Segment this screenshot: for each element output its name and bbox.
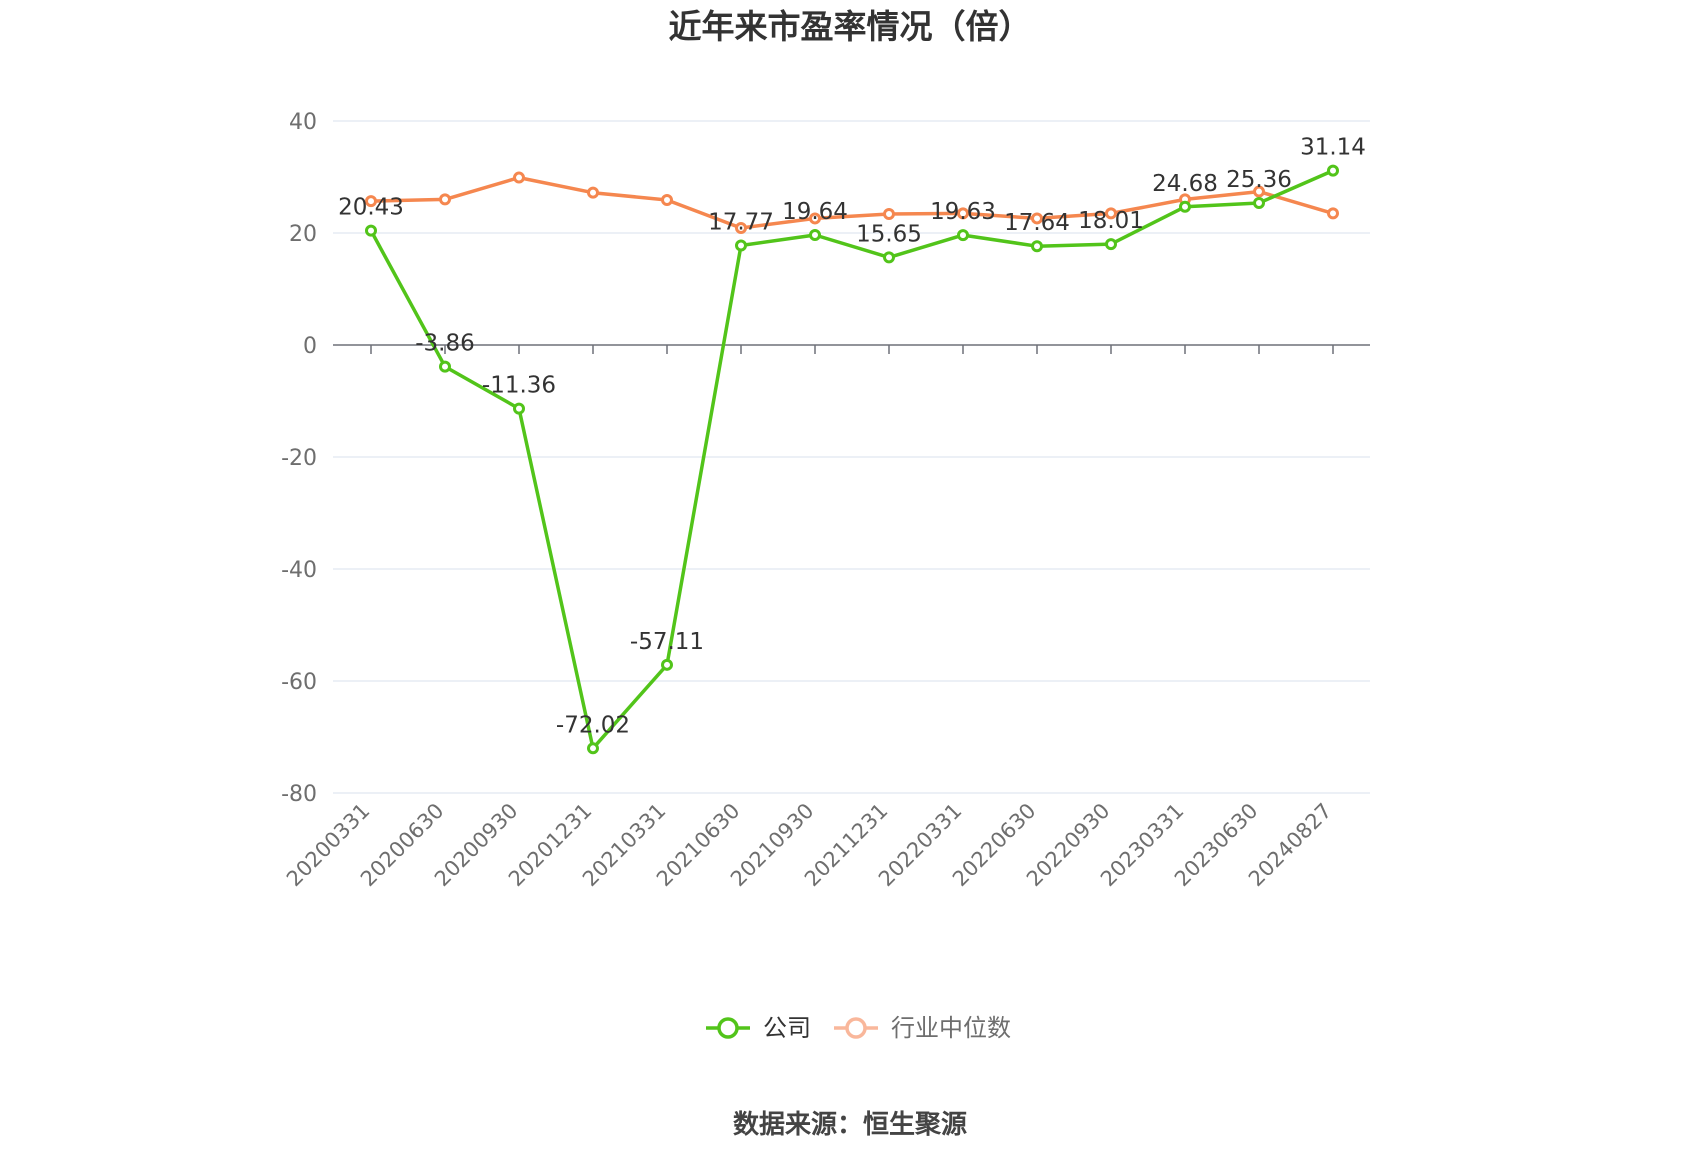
y-tick-label: 40	[289, 110, 317, 135]
legend-company-marker-icon	[717, 1017, 739, 1039]
company-data-point[interactable]	[957, 229, 969, 242]
company-data-label: -57.11	[630, 629, 704, 655]
y-tick-label: -80	[281, 782, 317, 807]
series-lines	[369, 168, 1335, 751]
company-data-point[interactable]	[1253, 196, 1265, 209]
legend[interactable]: 公司 行业中位数	[706, 1014, 1011, 1042]
industry-median-data-point[interactable]	[587, 186, 599, 199]
company-data-label: 18.01	[1078, 208, 1144, 234]
company-data-point[interactable]	[809, 229, 821, 242]
company-data-point[interactable]	[1179, 200, 1191, 213]
y-tick-label: -60	[281, 670, 317, 695]
legend-industry-label: 行业中位数	[891, 1014, 1011, 1042]
industry-median-data-point[interactable]	[513, 171, 525, 184]
x-axis: 2020033120200630202009302020123120210331…	[282, 344, 1370, 891]
y-tick-label: -40	[281, 558, 317, 583]
company-data-label: 19.63	[930, 199, 996, 225]
industry-median-data-point[interactable]	[1105, 207, 1117, 220]
company-data-label: 20.43	[338, 195, 404, 221]
legend-item-company[interactable]: 公司	[706, 1014, 811, 1042]
y-axis: 40 20 0 -20 -40 -60 -80	[281, 110, 317, 807]
series-points	[365, 164, 1339, 755]
industry-median-data-point[interactable]	[957, 207, 969, 220]
y-tick-label: 0	[303, 334, 317, 359]
chart-title: 近年来市盈率情况（倍）	[669, 7, 1032, 46]
company-series-line	[369, 168, 1335, 751]
company-data-point[interactable]	[1105, 238, 1117, 251]
company-data-point[interactable]	[661, 658, 673, 671]
company-data-point[interactable]	[1031, 240, 1043, 253]
industry-median-series-line	[369, 175, 1335, 230]
y-tick-label: -20	[281, 446, 317, 471]
company-data-label: 24.68	[1152, 171, 1218, 197]
company-data-label: 17.64	[1004, 210, 1070, 236]
data-labels: 20.43 -3.86 -11.36 -72.02 -57.11 17.77 19.64 15…	[338, 135, 1366, 739]
company-data-point[interactable]	[587, 742, 599, 755]
company-data-point[interactable]	[1327, 164, 1339, 177]
industry-median-data-point[interactable]	[1031, 212, 1043, 225]
industry-median-data-point[interactable]	[661, 193, 673, 206]
industry-median-data-point[interactable]	[1253, 185, 1265, 198]
company-data-label: -11.36	[482, 373, 556, 399]
industry-median-data-point[interactable]	[735, 221, 747, 234]
industry-median-data-point[interactable]	[883, 207, 895, 220]
grid-lines	[333, 120, 1370, 794]
company-data-point[interactable]	[513, 402, 525, 415]
industry-median-data-point[interactable]	[439, 193, 451, 206]
company-data-point[interactable]	[735, 239, 747, 252]
company-data-label: -3.86	[415, 331, 475, 357]
industry-median-data-point[interactable]	[365, 195, 377, 208]
data-source: 数据来源：恒生聚源	[733, 1110, 967, 1140]
company-data-point[interactable]	[439, 360, 451, 373]
legend-company-label: 公司	[763, 1014, 811, 1042]
company-data-label: 31.14	[1300, 135, 1366, 161]
legend-industry-marker-icon	[845, 1017, 867, 1039]
y-tick-label: 20	[289, 222, 317, 247]
company-data-point[interactable]	[365, 224, 377, 237]
legend-item-industry-median[interactable]: 行业中位数	[834, 1014, 1011, 1042]
company-data-label: 17.77	[708, 209, 774, 235]
company-data-label: 25.36	[1226, 167, 1292, 193]
company-data-label: 15.65	[856, 221, 922, 247]
industry-median-data-point[interactable]	[809, 212, 821, 225]
company-data-label: 19.64	[782, 199, 848, 225]
company-data-label: -72.02	[556, 712, 630, 738]
industry-median-data-point[interactable]	[1327, 207, 1339, 220]
company-data-point[interactable]	[883, 251, 895, 264]
